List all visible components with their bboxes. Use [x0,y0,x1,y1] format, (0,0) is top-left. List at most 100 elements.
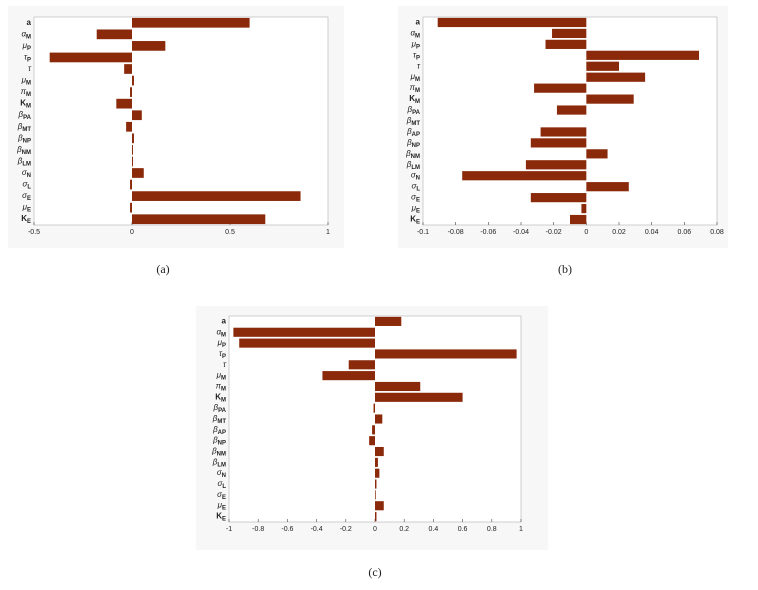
bar [375,512,377,522]
bar [375,381,421,392]
label-subscript: P [416,44,420,50]
x-tick-label: 0.8 [487,526,497,533]
caption: (a) [156,262,169,276]
caption: (b) [558,262,572,276]
y-tick-label: a [416,18,421,27]
label-subscript: N [222,473,226,479]
bar [586,50,700,60]
label-subscript: NP [218,440,226,446]
y-tick-label: βAP [212,425,226,435]
bar [126,121,132,132]
bar [124,64,132,74]
label-subscript: E [27,196,31,202]
label-subscript: P [222,343,226,349]
bar [586,72,646,82]
x-tick-label: 0 [130,229,134,236]
label-symbol: β [212,425,218,434]
y-tick-label: βLM [17,157,31,167]
label-subscript: N [416,175,420,181]
bar [375,468,380,478]
label-symbol: K [410,215,416,224]
x-tick-label: -0.08 [448,229,464,236]
label-subscript: M [415,88,420,94]
bar [375,446,384,457]
x-tick-label: -0.6 [281,526,293,533]
x-tick-label: -0.02 [546,229,562,236]
label-symbol: β [213,403,219,412]
bar [130,87,132,97]
label-subscript: NP [412,142,420,148]
label-symbol: β [18,110,24,119]
label-symbol: μ [410,72,416,81]
x-tick-label: 0.2 [399,526,409,533]
plot-area [33,16,329,226]
x-tick-label: 0.08 [710,229,724,236]
label-subscript: M [221,375,226,381]
y-tick-label: KM [20,99,31,109]
y-tick-label: πM [410,83,420,93]
bar [96,29,132,40]
label-subscript: M [26,92,31,98]
bar [372,425,375,435]
bar [375,501,384,511]
y-tick-label: σL [23,180,32,190]
label-symbol: μ [217,501,223,510]
label-subscript: PA [218,408,227,414]
label-symbol: μ [216,371,222,380]
bar [534,83,587,93]
label-symbol: μ [217,338,223,347]
label-symbol: β [406,116,412,125]
bar [570,214,587,225]
label-symbol: π [216,382,222,391]
label-subscript: LM [22,161,31,167]
label-symbol: K [216,512,222,521]
y-tick-label: σN [217,468,226,478]
y-tick-label: τ [28,64,32,73]
y-tick-label: a [27,18,32,27]
x-tick-label: -0.5 [28,229,40,236]
y-tick-label: βNM [16,145,31,155]
label-symbol: σ [411,193,417,202]
x-tick-label: 0 [584,229,588,236]
bar [530,193,587,203]
label-symbol: σ [218,479,224,488]
bar [130,179,132,190]
label-symbol: a [27,18,32,27]
y-tick-label: πM [216,382,226,392]
x-tick-label: -0.1 [417,229,429,236]
bar [132,110,142,121]
y-tick-label: βPA [407,105,421,115]
y-tick-label: αM [21,29,31,39]
label-symbol: β [17,122,23,131]
label-symbol: α [216,327,221,336]
label-symbol: β [211,447,217,456]
label-symbol: τ [28,64,32,73]
y-tick-label: σE [411,193,420,203]
bar [530,138,587,148]
label-subscript: AP [412,132,420,138]
bar [132,17,250,28]
label-symbol: β [406,127,412,136]
bar [375,457,378,467]
bar [132,214,266,225]
y-tick-label: πM [21,87,31,97]
label-subscript: M [415,77,420,83]
y-tick-label: μE [217,501,226,511]
bar [586,94,634,104]
bar [586,182,629,192]
bar [581,203,587,214]
y-tick-label: τ [223,360,227,369]
y-tick-label: KE [216,512,226,522]
label-symbol: β [212,414,218,423]
bar [375,392,463,402]
y-tick-label: βPA [213,403,227,413]
label-subscript: E [222,516,226,522]
label-symbol: α [21,29,26,38]
x-tick-label: -0.04 [513,229,529,236]
label-subscript: E [222,494,226,500]
label-subscript: M [415,99,420,105]
y-tick-label: βNM [211,447,226,457]
x-tick-label: -0.2 [340,526,352,533]
label-subscript: M [26,34,31,40]
label-subscript: M [415,33,420,39]
